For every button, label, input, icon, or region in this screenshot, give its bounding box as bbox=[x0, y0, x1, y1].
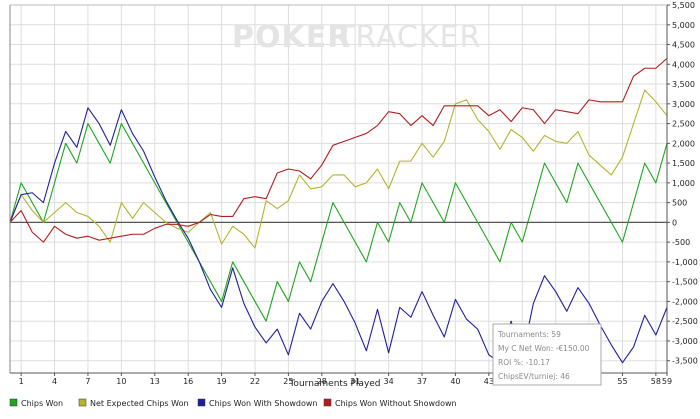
x-tick-label: 7 bbox=[85, 377, 90, 386]
legend-item-1[interactable]: Net Expected Chips Won bbox=[78, 398, 189, 408]
y-tick-label: 500 bbox=[672, 199, 687, 208]
legend-swatch bbox=[197, 398, 206, 407]
y-tick-label: 2,500 bbox=[672, 120, 695, 129]
x-tick-label: 58 bbox=[651, 377, 661, 386]
legend-label: Chips Won Without Showdown bbox=[335, 399, 457, 408]
y-tick-label: -2,500 bbox=[672, 317, 698, 326]
y-tick-label: 5,500 bbox=[672, 1, 695, 10]
x-tick-label: 25 bbox=[283, 377, 293, 386]
x-tick-label: 37 bbox=[417, 377, 427, 386]
y-tick-label: 1,000 bbox=[672, 179, 695, 188]
grid bbox=[10, 4, 668, 373]
legend-swatch bbox=[78, 398, 87, 407]
y-tick-label: -2,000 bbox=[672, 297, 698, 306]
x-tick-label: 22 bbox=[250, 377, 260, 386]
y-tick-label: -3,000 bbox=[672, 337, 698, 346]
x-axis-title: Tournaments Played bbox=[288, 379, 380, 389]
legend-item-2[interactable]: Chips Won With Showdown bbox=[197, 398, 318, 408]
watermark-text-bold: POKER bbox=[232, 20, 351, 55]
x-tick-label: 16 bbox=[183, 377, 193, 386]
tooltip-line-3: ROI %: -10.17 bbox=[498, 358, 550, 367]
y-tick-label: 4,500 bbox=[672, 41, 695, 50]
y-tick-label: 5,000 bbox=[672, 21, 695, 30]
axes bbox=[9, 4, 668, 374]
legend-item-0[interactable]: Chips Won bbox=[9, 398, 63, 408]
legend-label: Net Expected Chips Won bbox=[90, 399, 189, 408]
legend-label: Chips Won With Showdown bbox=[209, 399, 318, 408]
x-tick-label: 28 bbox=[317, 377, 327, 386]
y-tick-label: -1,500 bbox=[672, 278, 698, 287]
tooltip-box bbox=[492, 323, 602, 386]
watermark-logo: POKER TRACKER bbox=[232, 20, 481, 55]
x-tick-label: 1 bbox=[19, 377, 24, 386]
x-tick-label: 43 bbox=[484, 377, 494, 386]
x-tick-label: 55 bbox=[617, 377, 627, 386]
y-tick-label: 1,500 bbox=[672, 159, 695, 168]
legend-label: Chips Won bbox=[21, 399, 63, 408]
x-tick-label: 31 bbox=[350, 377, 360, 386]
y-tick-label: 2,000 bbox=[672, 139, 695, 148]
legend-swatch bbox=[323, 398, 332, 407]
y-tick-label: 3,000 bbox=[672, 100, 695, 109]
x-tick-label: 34 bbox=[384, 377, 394, 386]
y-tick-label: -1,000 bbox=[672, 258, 698, 267]
watermark-text-light: TRACKER bbox=[335, 20, 481, 55]
x-tick-label: 13 bbox=[150, 377, 160, 386]
series-line-0 bbox=[9, 123, 668, 322]
legend: Chips Won Net Expected Chips Won Chips Won… bbox=[9, 398, 457, 408]
x-tick-label: 40 bbox=[450, 377, 460, 386]
y-tick-label: 3,500 bbox=[672, 80, 695, 89]
tooltip: Tournaments: 59 My C Net Won: -€150.00 R… bbox=[492, 323, 602, 386]
tooltip-line-4: ChipsEV/turniej: 46 bbox=[498, 372, 570, 381]
series-line-3 bbox=[9, 57, 668, 243]
y-tick-label: -500 bbox=[672, 238, 690, 247]
x-tick-label: 59 bbox=[662, 377, 672, 386]
x-tick-label: 10 bbox=[116, 377, 126, 386]
tooltip-line-2: My C Net Won: -€150.00 bbox=[498, 344, 590, 353]
tooltip-line-1: Tournaments: 59 bbox=[497, 330, 561, 339]
legend-item-3[interactable]: Chips Won Without Showdown bbox=[323, 398, 457, 408]
y-tick-label: 4,000 bbox=[672, 60, 695, 69]
x-tick-label: 4 bbox=[52, 377, 57, 386]
y-tick-label: 0 bbox=[672, 218, 677, 227]
y-tick-label: -3,500 bbox=[672, 357, 698, 366]
x-tick-label: 19 bbox=[216, 377, 226, 386]
legend-swatch bbox=[9, 398, 18, 407]
series-line-1 bbox=[9, 89, 668, 249]
series-group bbox=[9, 57, 668, 364]
series-line-2 bbox=[9, 107, 668, 364]
